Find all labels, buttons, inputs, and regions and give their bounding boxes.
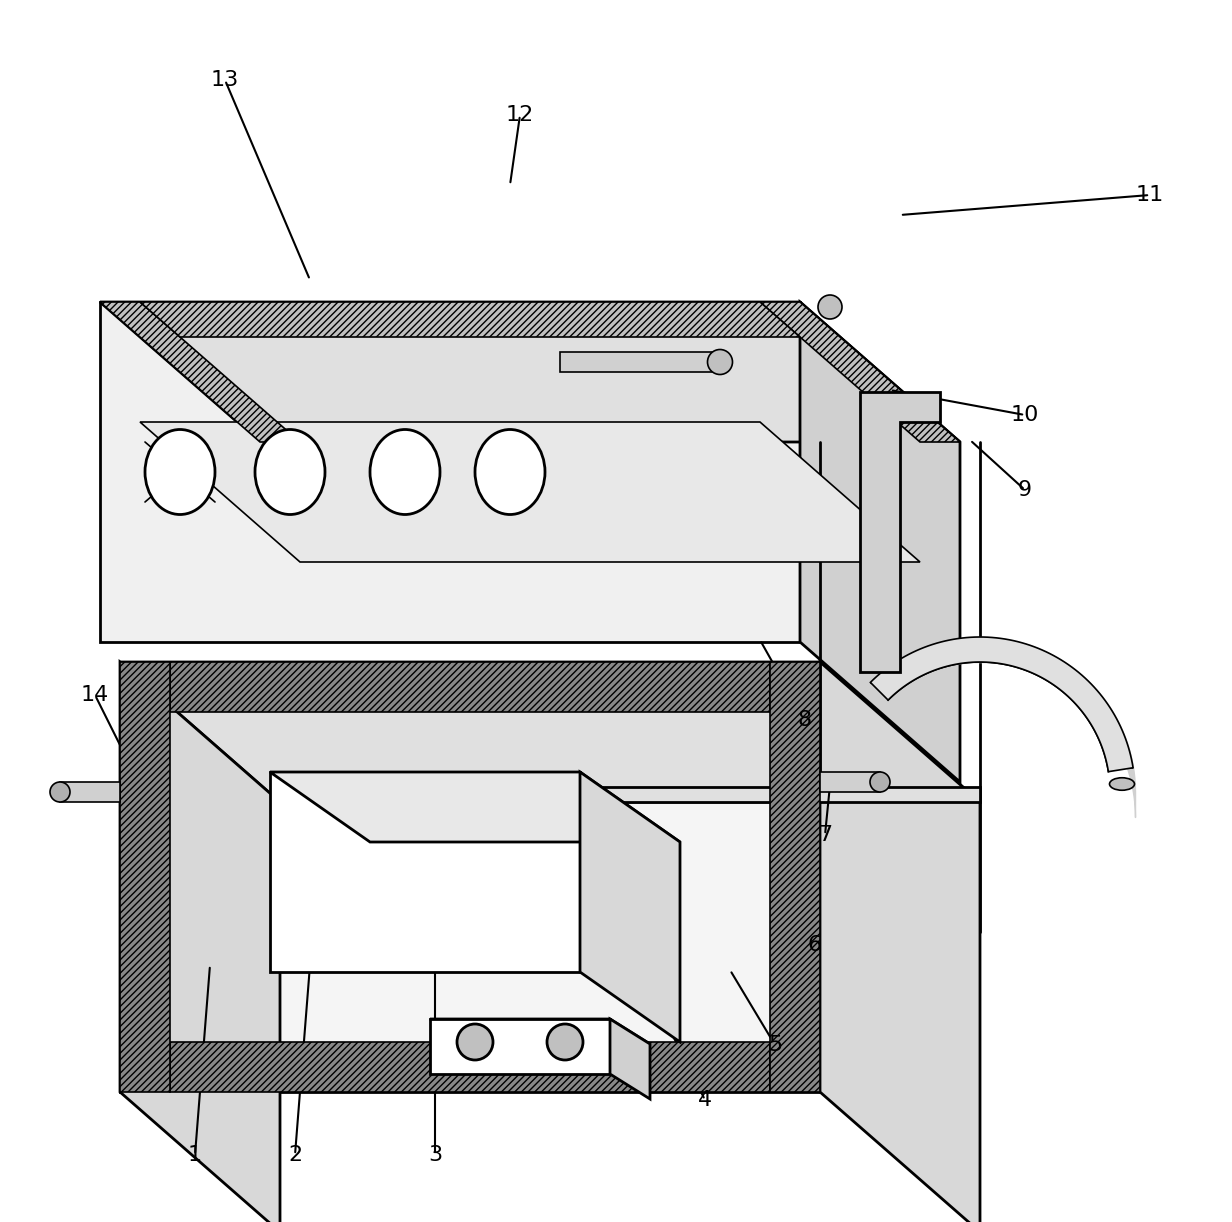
Polygon shape: [120, 662, 821, 1092]
Text: 13: 13: [211, 70, 239, 90]
Polygon shape: [561, 352, 719, 371]
Text: 14: 14: [81, 686, 110, 705]
Ellipse shape: [1110, 777, 1135, 791]
Text: 6: 6: [808, 935, 822, 956]
Circle shape: [457, 1024, 493, 1059]
Polygon shape: [100, 302, 960, 442]
Polygon shape: [430, 1019, 650, 1044]
Text: 5: 5: [768, 1035, 782, 1055]
Text: 10: 10: [1010, 404, 1039, 425]
Polygon shape: [270, 772, 580, 971]
Polygon shape: [170, 662, 770, 712]
Ellipse shape: [255, 429, 325, 514]
Polygon shape: [60, 782, 120, 802]
Polygon shape: [860, 392, 940, 672]
Polygon shape: [760, 302, 960, 442]
Ellipse shape: [51, 782, 70, 802]
Polygon shape: [610, 1019, 650, 1099]
Text: 4: 4: [699, 1090, 712, 1110]
Text: 2: 2: [288, 1145, 302, 1165]
Text: 7: 7: [818, 825, 832, 844]
Text: 1: 1: [188, 1145, 202, 1165]
Text: 12: 12: [506, 105, 535, 125]
Polygon shape: [280, 787, 979, 802]
Text: 11: 11: [1136, 185, 1164, 205]
Text: 3: 3: [428, 1145, 442, 1165]
Ellipse shape: [476, 429, 545, 514]
Polygon shape: [140, 302, 800, 337]
Polygon shape: [100, 302, 800, 642]
Polygon shape: [120, 662, 170, 1092]
Ellipse shape: [370, 429, 440, 514]
Text: 8: 8: [798, 710, 812, 730]
Polygon shape: [270, 772, 680, 842]
Ellipse shape: [145, 429, 216, 514]
Polygon shape: [870, 637, 1133, 771]
Polygon shape: [430, 1019, 610, 1074]
Polygon shape: [140, 422, 920, 562]
Polygon shape: [120, 662, 280, 1222]
Polygon shape: [800, 302, 960, 782]
Polygon shape: [770, 662, 821, 1092]
Polygon shape: [170, 1042, 770, 1092]
Circle shape: [547, 1024, 583, 1059]
Text: 9: 9: [1018, 480, 1032, 500]
Circle shape: [818, 295, 841, 319]
Polygon shape: [580, 772, 680, 1042]
Polygon shape: [821, 772, 880, 792]
Polygon shape: [821, 662, 979, 1222]
Ellipse shape: [870, 772, 890, 792]
Polygon shape: [100, 302, 301, 442]
Ellipse shape: [707, 349, 733, 374]
Polygon shape: [120, 662, 979, 802]
